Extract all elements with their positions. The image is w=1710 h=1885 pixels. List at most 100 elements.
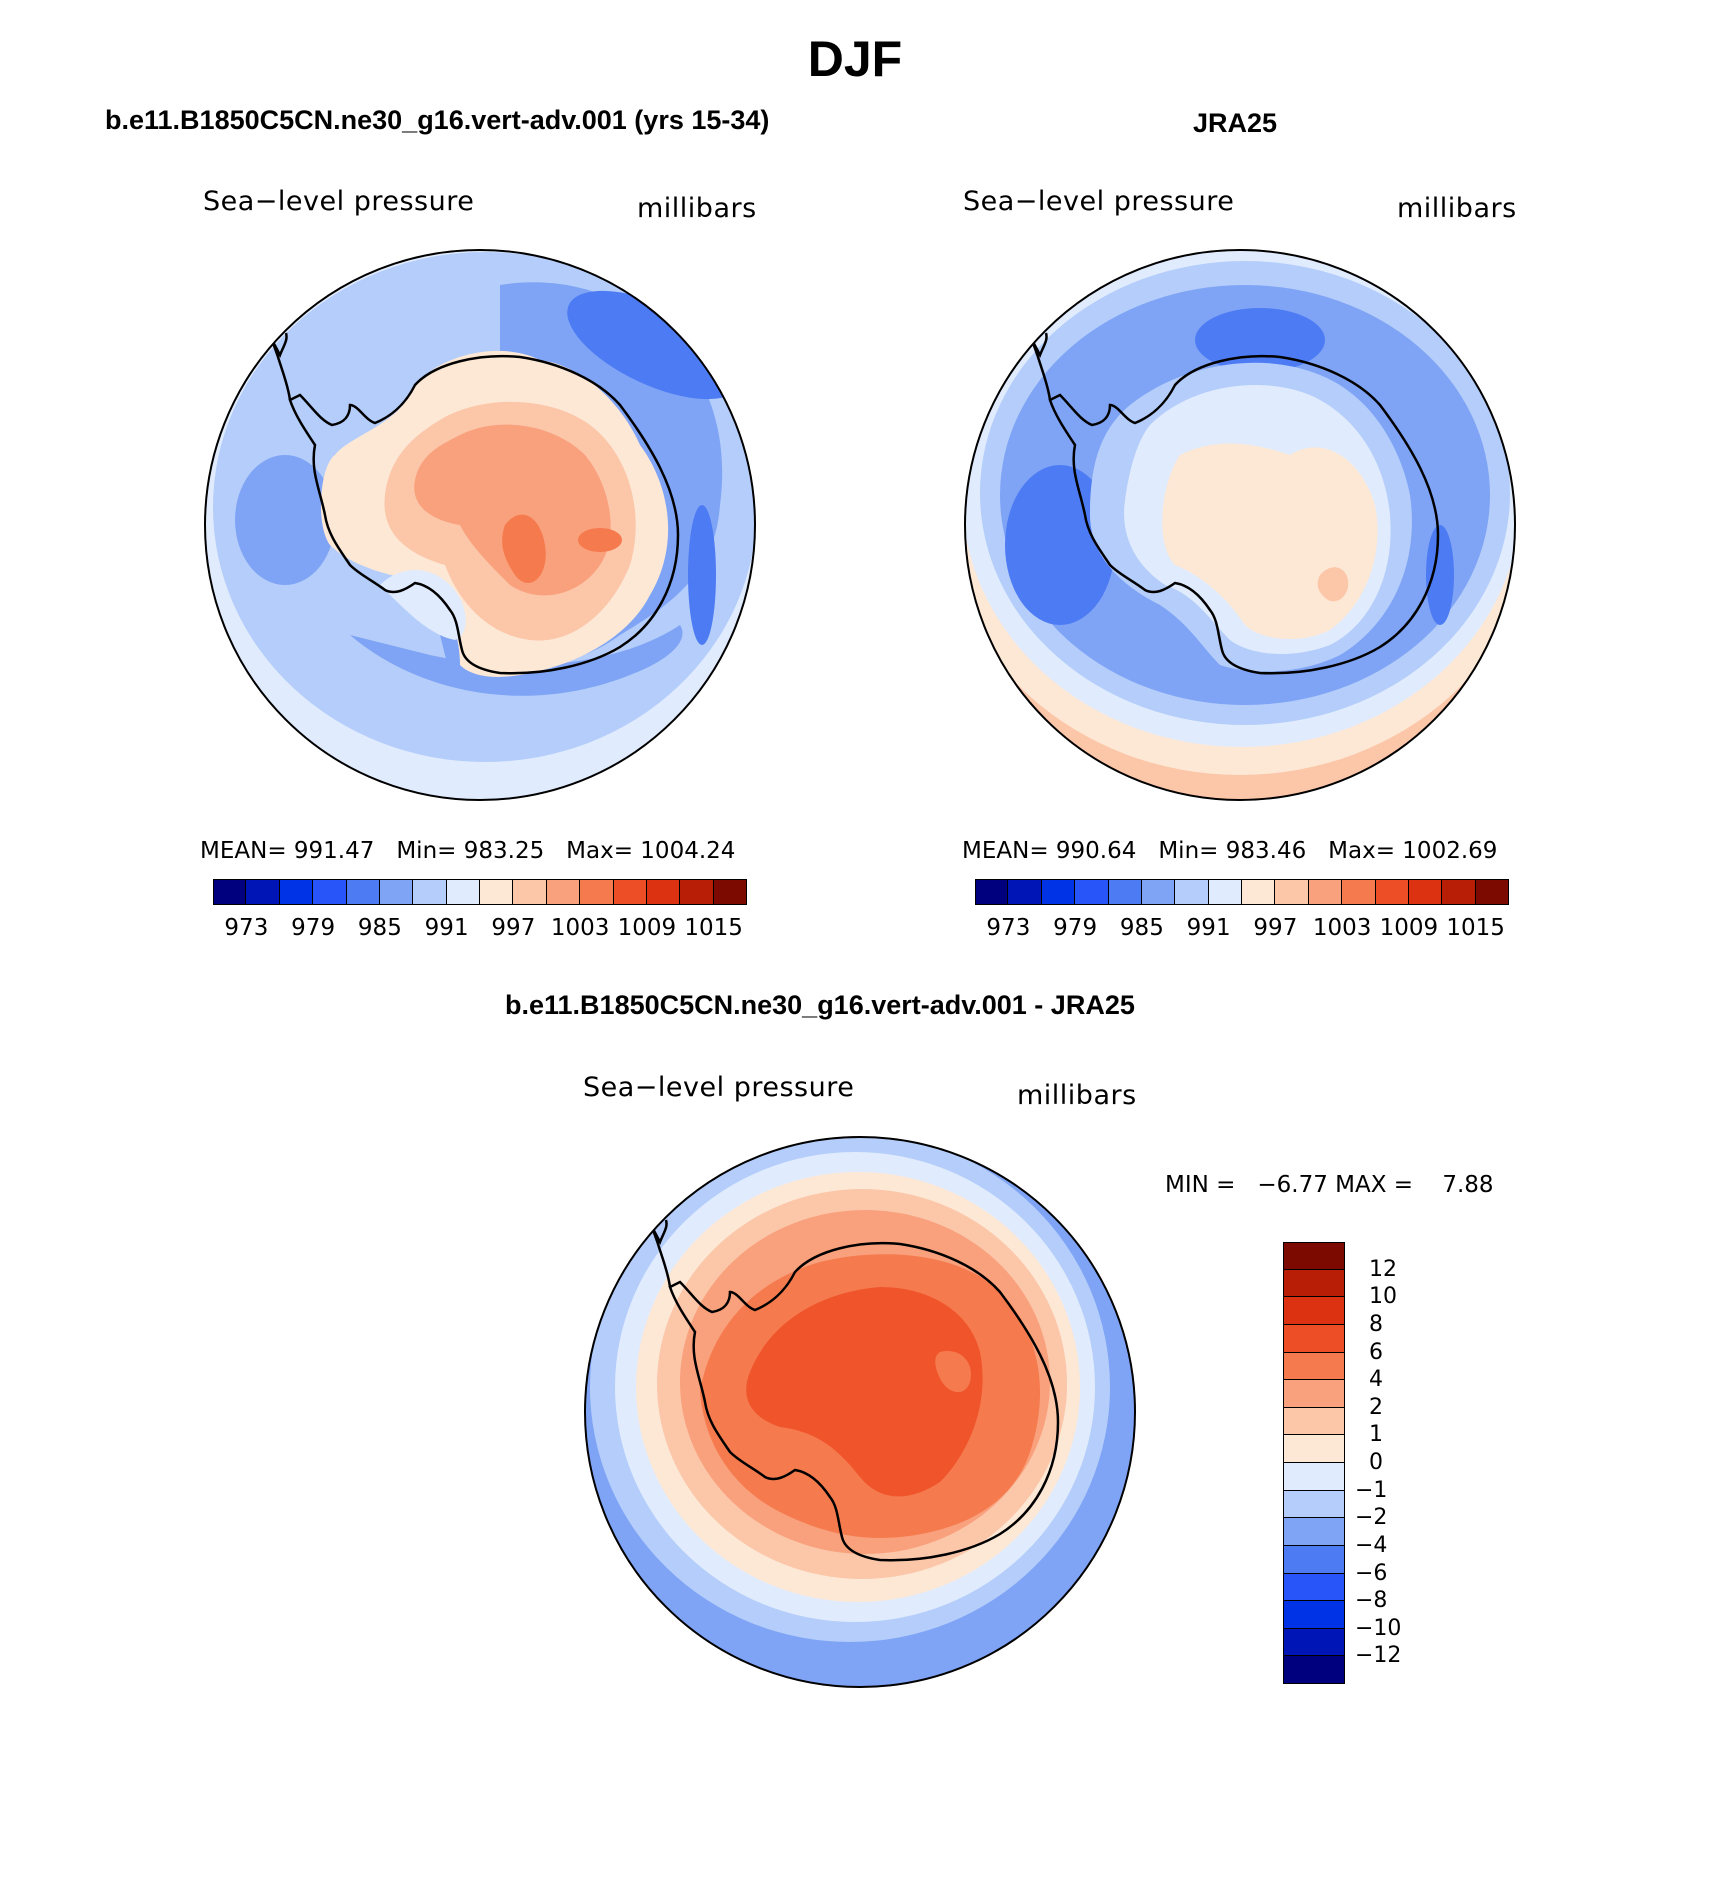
diff-colorbar-box	[1283, 1242, 1345, 1270]
left-colorbar-tick-label: 1009	[617, 915, 677, 941]
right-colorbar-ticks: 973 979 985 991 997 1003 1009 1015	[975, 915, 1509, 945]
right-min-value: 983.46	[1225, 838, 1307, 864]
left-colorbar-box	[513, 879, 547, 905]
left-colorbar-box	[680, 879, 714, 905]
diff-colorbar-tick-label: 2	[1369, 1394, 1383, 1420]
right-panel-header: JRA25	[1193, 108, 1278, 138]
right-colorbar-box	[1408, 879, 1443, 905]
diff-colorbar-tick-label: 12	[1369, 1256, 1397, 1282]
right-colorbar-box	[1208, 879, 1242, 905]
map-border	[584, 1136, 1136, 1688]
right-colorbar-box	[1141, 879, 1176, 905]
left-stats: MEAN= 991.47 Min= 983.25 Max= 1004.24	[200, 838, 735, 864]
map-fill-low-west	[1005, 465, 1115, 625]
diff-colorbar-box	[1283, 1601, 1345, 1629]
map-border	[964, 249, 1516, 801]
diff-colorbar-tick-label: −12	[1355, 1643, 1402, 1669]
diff-colorbar-tick-label: 1	[1369, 1422, 1383, 1448]
map-fill-low-northeast	[567, 290, 743, 400]
left-colorbar-box	[246, 879, 280, 905]
diff-variable-label: Sea−level pressure	[583, 1072, 855, 1103]
map-coastline	[668, 1241, 1060, 1562]
right-units-label: millibars	[1397, 193, 1517, 224]
right-colorbar-box	[1475, 879, 1509, 905]
map-fill-continent-max-2	[578, 528, 622, 552]
right-mean-label: MEAN=	[962, 838, 1049, 864]
left-colorbar-tick-label: 985	[357, 915, 402, 941]
left-min-value: 983.25	[463, 838, 545, 864]
right-colorbar-box	[1342, 879, 1376, 905]
left-colorbar-box	[346, 879, 380, 905]
diff-colorbar-box	[1283, 1324, 1345, 1353]
right-max-label: Max=	[1328, 838, 1395, 864]
left-max-label: Max=	[566, 838, 633, 864]
map-fill-low-north	[1195, 308, 1325, 372]
left-colorbar-box	[279, 879, 314, 905]
right-mean-value: 990.64	[1055, 838, 1137, 864]
left-colorbar-box	[413, 879, 447, 905]
left-colorbar-tick-label: 997	[491, 915, 536, 941]
diff-max-label: MAX =	[1335, 1172, 1414, 1198]
left-colorbar-tick-label: 1003	[550, 915, 610, 941]
diff-colorbar-box	[1283, 1269, 1345, 1298]
left-colorbar-tick-label: 979	[291, 915, 336, 941]
left-panel-header: b.e11.B1850C5CN.ne30_g16.vert-adv.001 (y…	[105, 105, 770, 135]
map-coastline	[288, 354, 680, 675]
diff-minmax: MIN = −6.77 MAX = 7.88	[1165, 1172, 1494, 1198]
left-colorbar-box	[480, 879, 514, 905]
diff-colorbar-box	[1283, 1352, 1345, 1381]
right-colorbar-tick-label: 1015	[1446, 915, 1505, 941]
right-colorbar-box	[1275, 879, 1309, 905]
map-fill-continent-max	[1317, 567, 1349, 602]
diff-colorbar-tick-label: −1	[1355, 1477, 1388, 1503]
map-border	[204, 249, 756, 801]
left-colorbar-box	[446, 879, 480, 905]
map-fill-continent-inner	[935, 1351, 971, 1393]
diff-colorbar-box	[1283, 1407, 1345, 1436]
left-mean-label: MEAN=	[200, 838, 287, 864]
right-colorbar-box	[1108, 879, 1142, 905]
left-colorbar-ticks: 973 979 985 991 997 1003 1009 1015	[213, 915, 747, 945]
left-colorbar-tick-label: 991	[424, 915, 469, 941]
diff-min-label: MIN =	[1165, 1172, 1236, 1198]
diff-colorbar-ticks: 12 10 8 6 4 2 1 0 −1 −2 −4 −6 −8 −10 −12	[1355, 1242, 1435, 1684]
left-min-label: Min=	[396, 838, 457, 864]
diff-colorbar-tick-label: −8	[1355, 1588, 1388, 1614]
diff-colorbar-tick-label: −2	[1355, 1505, 1388, 1531]
right-min-label: Min=	[1158, 838, 1219, 864]
left-colorbar-box	[213, 879, 247, 905]
left-polar-map	[204, 249, 756, 801]
right-colorbar-box	[1375, 879, 1409, 905]
map-fill-low-east	[1426, 525, 1454, 625]
diff-colorbar-tick-label: −10	[1355, 1615, 1402, 1641]
diff-polar-map	[584, 1136, 1136, 1688]
diff-colorbar-box	[1283, 1573, 1345, 1602]
left-colorbar-tick-label: 973	[224, 915, 269, 941]
right-colorbar-tick-label: 991	[1186, 915, 1231, 941]
diff-colorbar-box	[1283, 1518, 1345, 1546]
diff-colorbar-tick-label: −4	[1355, 1532, 1388, 1558]
diff-colorbar-box	[1283, 1490, 1345, 1519]
diff-colorbar-tick-label: 8	[1369, 1311, 1383, 1337]
right-colorbar-tick-label: 997	[1253, 915, 1298, 941]
left-colorbar-box	[580, 879, 614, 905]
right-colorbar-tick-label: 985	[1119, 915, 1164, 941]
diff-colorbar-tick-label: 6	[1369, 1339, 1383, 1365]
left-colorbar	[213, 879, 747, 905]
diff-colorbar-tick-label: −6	[1355, 1560, 1388, 1586]
right-colorbar-box	[1442, 879, 1476, 905]
diff-units-label: millibars	[1017, 1080, 1137, 1111]
right-colorbar	[975, 879, 1509, 905]
right-variable-label: Sea−level pressure	[963, 186, 1235, 217]
left-colorbar-box	[313, 879, 347, 905]
diff-panel-header: b.e11.B1850C5CN.ne30_g16.vert-adv.001 - …	[505, 990, 1135, 1020]
left-colorbar-box	[713, 879, 747, 905]
diff-max-value: 7.88	[1442, 1172, 1494, 1198]
diff-colorbar-tick-label: 4	[1369, 1367, 1383, 1393]
map-fill-continent-higher	[414, 424, 611, 596]
diff-colorbar-box	[1283, 1545, 1345, 1574]
map-fill-low-east	[688, 505, 716, 645]
diff-colorbar-box	[1283, 1297, 1345, 1325]
diff-colorbar-box	[1283, 1463, 1345, 1491]
map-fill-continent-max	[502, 514, 546, 584]
